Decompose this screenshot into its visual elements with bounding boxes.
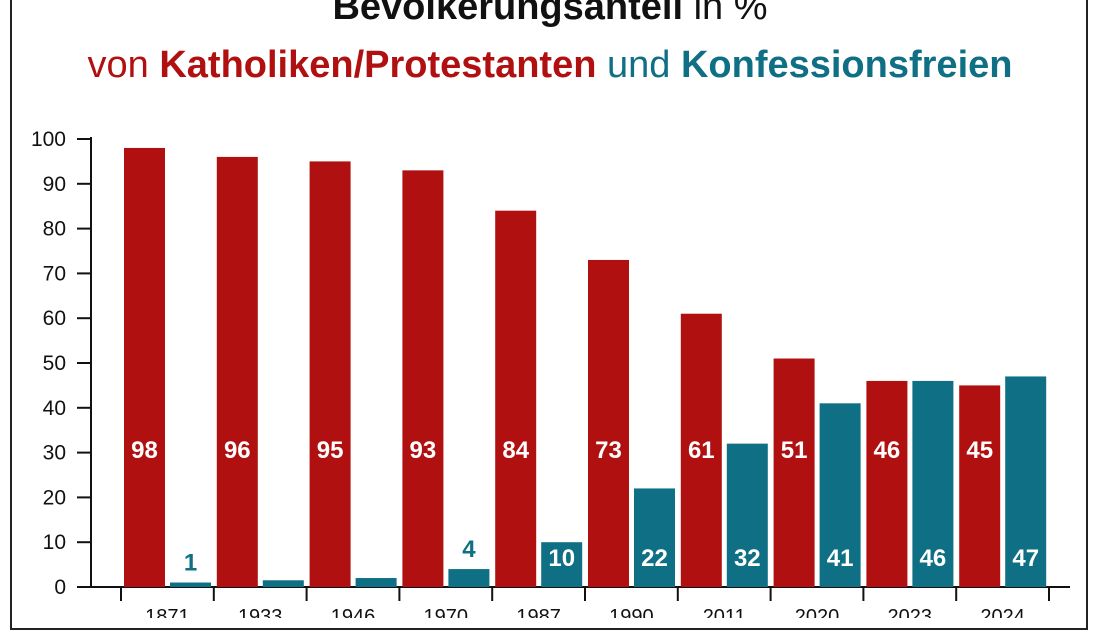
bar-nonreligious bbox=[819, 403, 861, 587]
x-tick-label: 1933 bbox=[238, 606, 283, 618]
x-tick-label: 2024 bbox=[980, 606, 1025, 618]
x-tick-label: 2011 bbox=[703, 606, 746, 618]
bar-nonreligious bbox=[634, 488, 675, 587]
series-name-christian: Katholiken/Protestanten bbox=[159, 44, 597, 86]
x-tick-label: 1990 bbox=[609, 606, 654, 618]
data-label-nonreligious: 41 bbox=[827, 545, 854, 572]
y-tick-label: 40 bbox=[43, 397, 66, 420]
bar-nonreligious bbox=[541, 542, 583, 587]
data-label-nonreligious: 47 bbox=[1012, 545, 1039, 572]
y-tick-label: 20 bbox=[43, 486, 66, 509]
data-label-nonreligious: 4 bbox=[462, 536, 476, 563]
data-label-nonreligious: 10 bbox=[548, 545, 575, 572]
bar-christian bbox=[216, 156, 258, 588]
y-tick-label: 10 bbox=[43, 531, 66, 554]
chart-title-bold: Bevölkerungsanteil bbox=[332, 0, 684, 28]
bar-christian bbox=[495, 210, 537, 587]
data-label-christian: 96 bbox=[224, 437, 251, 464]
chart-title-line-2: von Katholiken/Protestanten und Konfessi… bbox=[0, 44, 1100, 87]
bar-nonreligious bbox=[1005, 376, 1047, 587]
data-label-christian: 51 bbox=[781, 437, 808, 464]
y-tick-label: 50 bbox=[43, 352, 66, 375]
series-name-nonreligious: Konfessionsfreien bbox=[680, 44, 1013, 86]
chart-title-line-1: Bevölkerungsanteil in % bbox=[0, 0, 1100, 29]
y-tick-label: 0 bbox=[54, 576, 66, 599]
bar-christian bbox=[309, 161, 351, 587]
bar-nonreligious bbox=[448, 569, 490, 587]
y-tick-label: 70 bbox=[43, 262, 66, 285]
chart-title-unit: in % bbox=[683, 0, 768, 28]
bar-christian bbox=[402, 170, 444, 588]
data-label-nonreligious: 1 bbox=[184, 550, 197, 577]
x-tick-label: 2020 bbox=[795, 606, 840, 618]
bar-christian bbox=[866, 380, 908, 587]
x-tick-label: 1946 bbox=[331, 606, 376, 618]
data-label-christian: 98 bbox=[131, 437, 158, 464]
bar-christian bbox=[588, 259, 629, 587]
y-tick-label: 60 bbox=[43, 307, 66, 330]
bar-nonreligious bbox=[170, 582, 211, 587]
data-label-christian: 84 bbox=[502, 437, 529, 464]
bar-christian bbox=[680, 313, 722, 587]
data-label-christian: 73 bbox=[595, 437, 622, 464]
data-label-nonreligious: 22 bbox=[641, 545, 668, 572]
data-label-nonreligious: 32 bbox=[734, 545, 761, 572]
x-tick-label: 1970 bbox=[424, 606, 469, 618]
y-tick-label: 80 bbox=[43, 218, 66, 241]
bar-nonreligious bbox=[912, 380, 954, 587]
y-tick-label: 90 bbox=[43, 173, 66, 196]
bar-nonreligious bbox=[355, 578, 397, 587]
data-label-christian: 61 bbox=[688, 437, 715, 464]
bar-christian bbox=[959, 385, 1001, 587]
bar-christian bbox=[773, 358, 815, 587]
bar-nonreligious bbox=[726, 443, 768, 587]
x-tick-label: 2023 bbox=[888, 606, 933, 618]
x-tick-label: 1987 bbox=[516, 606, 561, 618]
data-label-christian: 45 bbox=[966, 437, 993, 464]
chart-title-prefix: von bbox=[87, 44, 160, 86]
y-tick-label: 30 bbox=[43, 442, 66, 465]
bar-nonreligious bbox=[262, 580, 304, 587]
data-label-christian: 95 bbox=[317, 437, 344, 464]
chart-title-mid: und bbox=[596, 44, 681, 86]
data-label-christian: 93 bbox=[410, 437, 437, 464]
bar-christian bbox=[124, 147, 165, 587]
y-tick-label: 100 bbox=[31, 128, 66, 151]
data-label-nonreligious: 46 bbox=[920, 545, 947, 572]
data-label-christian: 46 bbox=[874, 437, 901, 464]
x-tick-label: 1871 bbox=[145, 606, 190, 618]
